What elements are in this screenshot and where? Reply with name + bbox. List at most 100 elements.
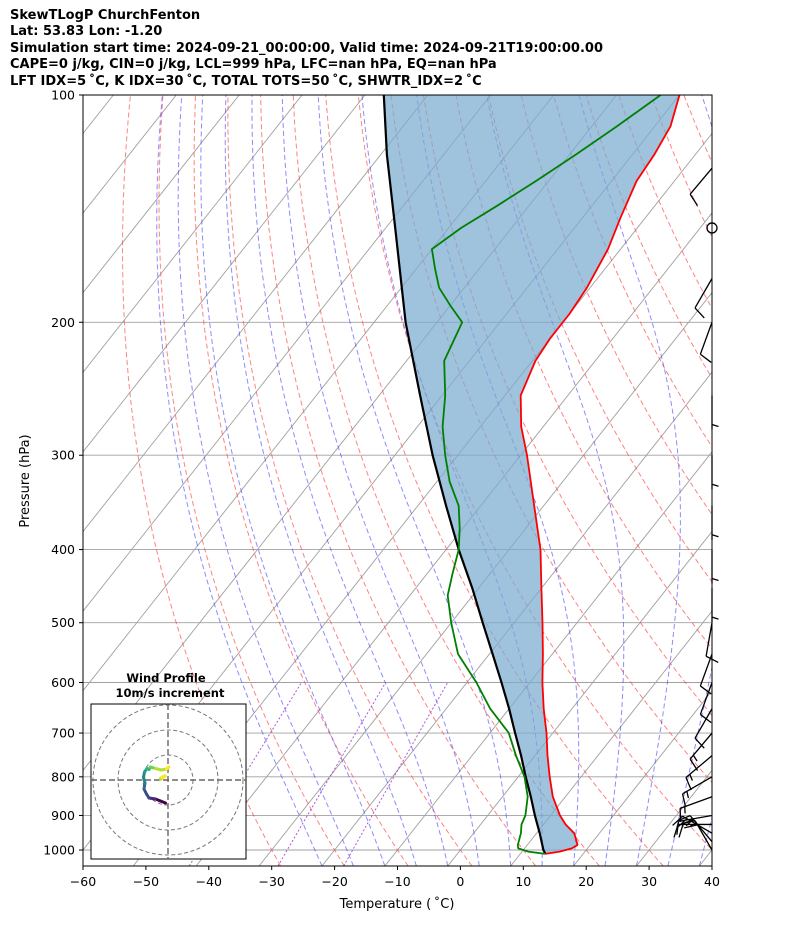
barb-shaft — [689, 167, 713, 195]
title-indices-2: LFT IDX=5 ˚C, K IDX=30 ˚C, TOTAL TOTS=50… — [10, 73, 482, 89]
barb-half-feather — [711, 483, 719, 487]
isotherm-line — [83, 95, 429, 533]
isotherm-line — [258, 291, 712, 866]
wind-barb — [699, 322, 713, 363]
dry-adiabat — [553, 95, 712, 448]
title-times: Simulation start time: 2024-09-21_00:00:… — [10, 40, 603, 56]
profiles — [382, 95, 681, 855]
wind-barb — [694, 278, 713, 319]
dry-adiabat — [716, 95, 794, 866]
isotherm-line — [447, 530, 712, 866]
cape-area — [383, 95, 680, 854]
barb-shaft — [694, 278, 713, 309]
barb-shaft — [689, 732, 713, 760]
x-tick-label: −10 — [384, 874, 410, 889]
wind-barb — [711, 505, 719, 540]
wind-barb — [699, 682, 713, 724]
barb-feather — [679, 808, 682, 822]
barb-shaft — [699, 322, 713, 355]
parcel-profile-line — [382, 95, 547, 855]
wind-barb — [677, 815, 713, 843]
isotherm-line — [636, 769, 712, 866]
moist-adiabat — [486, 95, 625, 866]
isotherm-line — [510, 610, 712, 866]
dry-adiabat — [227, 95, 473, 866]
barb-shaft — [699, 682, 713, 715]
moist-adiabat — [578, 95, 681, 866]
wind-barb — [711, 549, 719, 584]
dry-adiabat — [357, 95, 712, 851]
barb-feather — [689, 758, 699, 771]
barb-half-feather — [711, 534, 719, 538]
moist-adiabat — [156, 95, 323, 866]
isotherm-line — [384, 451, 712, 866]
x-tick-label: −40 — [196, 874, 222, 889]
y-tick-label: 400 — [51, 542, 75, 557]
barb-half-feather — [686, 791, 690, 799]
isotherm-line — [83, 95, 303, 374]
wind-barb — [689, 732, 713, 771]
x-tick-label: −30 — [259, 874, 285, 889]
barb-feather — [681, 793, 687, 808]
moist-adiabat — [224, 95, 417, 866]
y-tick-label: 500 — [51, 615, 75, 630]
y-axis-label: Pressure (hPa) — [18, 434, 33, 527]
barb-feather — [689, 193, 699, 206]
wind-barb — [711, 455, 719, 490]
barb-shaft — [678, 814, 713, 822]
mixing-ratio-line — [277, 682, 387, 866]
y-tick-label: 100 — [51, 88, 75, 103]
wind-barb — [711, 395, 719, 430]
calm-circle — [706, 222, 718, 234]
wind-barb — [689, 167, 713, 206]
moist-adiabat — [317, 95, 512, 866]
x-tick-label: 40 — [704, 874, 720, 889]
wind-barb — [681, 776, 713, 808]
isotherm-line — [573, 690, 712, 866]
isotherm-line — [83, 95, 240, 294]
temperature-line — [519, 95, 681, 855]
y-tick-label: 300 — [51, 448, 75, 463]
moist-adiabat — [251, 95, 449, 866]
x-tick-label: 30 — [641, 874, 657, 889]
inset-title: Wind Profile — [126, 671, 206, 685]
dry-adiabat — [260, 95, 537, 866]
cape-shading — [383, 95, 680, 854]
barb-half-feather — [692, 754, 698, 762]
x-tick-label: −50 — [133, 874, 159, 889]
mixing-ratio-line — [343, 682, 449, 866]
barb-shaft — [689, 815, 713, 843]
hodograph-segment — [165, 765, 171, 771]
isotherm-line — [83, 95, 492, 612]
barb-half-feather — [711, 423, 719, 428]
y-tick-label: 600 — [51, 675, 75, 690]
y-tick-label: 900 — [51, 808, 75, 823]
wind-barb — [685, 755, 713, 791]
barb-shaft — [685, 755, 713, 779]
x-tick-label: −60 — [70, 874, 96, 889]
barb-feather — [694, 307, 705, 319]
moist-adiabat — [667, 95, 712, 866]
dry-adiabat — [455, 95, 712, 650]
barb-feather — [677, 815, 691, 822]
isotherm-line — [321, 371, 712, 866]
dry-adiabat — [618, 95, 712, 310]
barb-feather — [705, 655, 719, 663]
inset-subtitle: 10m/s increment — [116, 686, 225, 700]
wind-barbs — [672, 167, 719, 851]
chart-title: SkewTLogP ChurchFenton Lat: 53.83 Lon: -… — [10, 8, 603, 90]
y-tick-label: 800 — [51, 769, 75, 784]
dry-adiabat — [488, 95, 712, 583]
y-axis: 1000 900 800 700 600 500 400 300 200 100 — [43, 88, 83, 858]
barb-feather — [694, 737, 705, 749]
x-tick-label: 20 — [578, 874, 594, 889]
x-axis-label: Temperature ( ˚C) — [339, 896, 455, 912]
barb-shaft — [694, 708, 713, 739]
dry-adiabat — [193, 95, 409, 866]
barb-shaft — [682, 776, 713, 795]
dry-adiabat — [749, 95, 794, 866]
moist-adiabat — [177, 95, 354, 866]
isotherm-line — [699, 849, 712, 866]
title-indices-1: CAPE=0 j/kg, CIN=0 j/kg, LCL=999 hPa, LF… — [10, 57, 497, 73]
